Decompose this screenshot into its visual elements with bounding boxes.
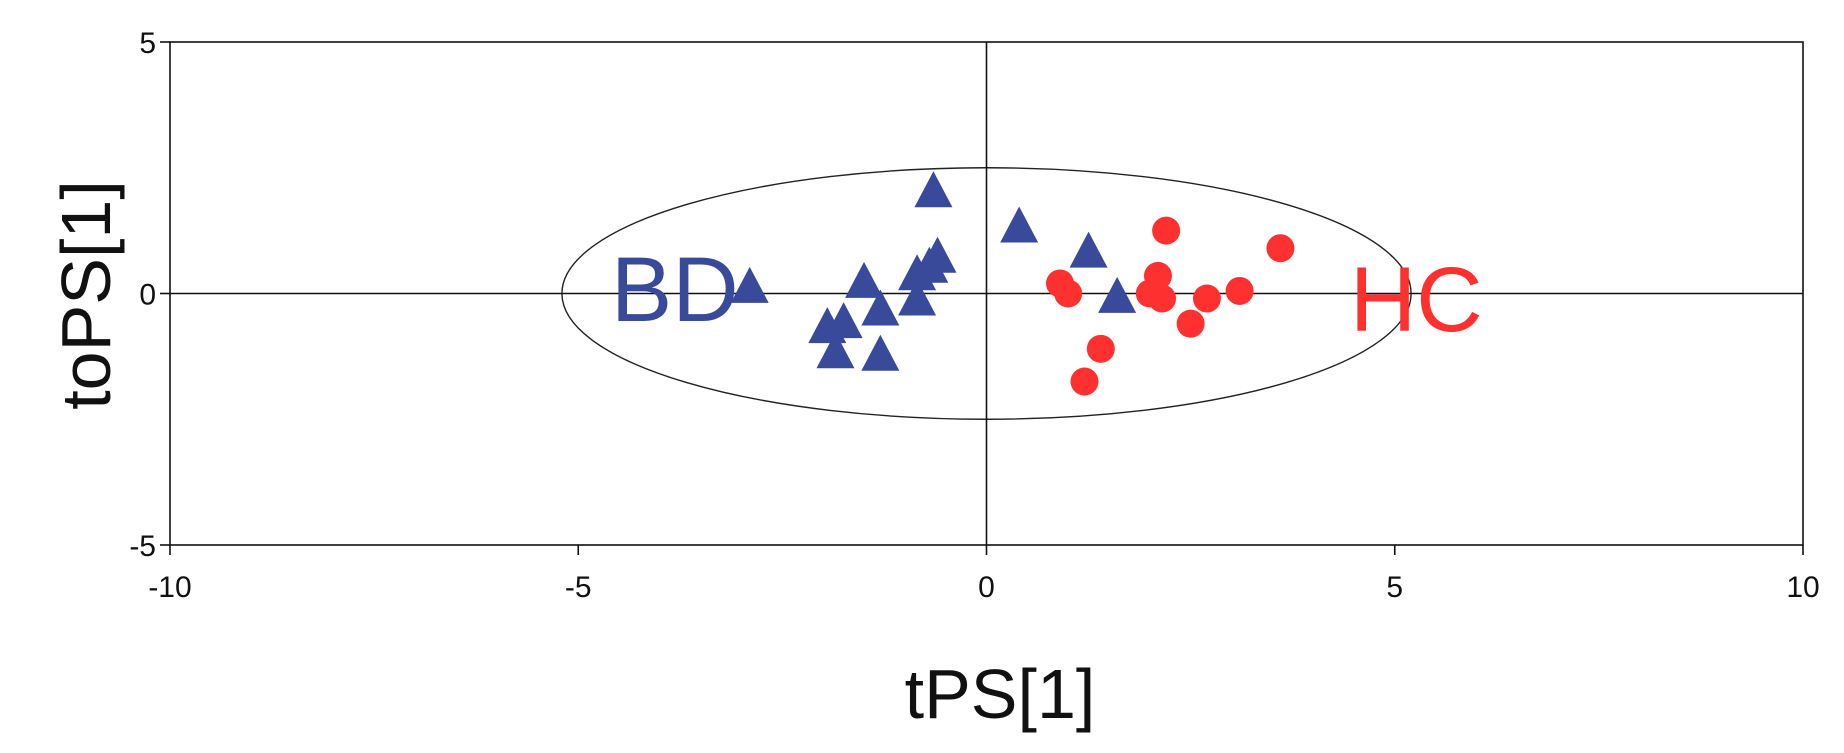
zero-lines [170, 42, 1803, 545]
x-tick-label: 0 [978, 571, 995, 604]
group-label-bd: BD [611, 239, 739, 341]
x-tick-label: 10 [1786, 571, 1819, 604]
x-tick-label: -5 [565, 571, 592, 604]
triangle-point [914, 171, 953, 208]
circle-point [1192, 284, 1221, 313]
y-tick-label: 0 [139, 279, 156, 312]
triangle-point [898, 279, 937, 316]
circle-point [1148, 284, 1177, 313]
triangle-point [816, 332, 855, 369]
circle-point [1143, 261, 1172, 290]
circle-point [1070, 367, 1099, 396]
x-tick-label: -10 [148, 571, 191, 604]
circle-point [1225, 276, 1254, 305]
y-tick-label: -5 [129, 530, 156, 563]
triangle-point [845, 261, 884, 298]
triangle-point [861, 334, 900, 371]
triangle-point [918, 236, 957, 273]
series-hc [1045, 216, 1295, 396]
circle-point [1086, 334, 1115, 363]
axis-ticks: -10 -5 0 5 10 -5 0 5 [129, 27, 1819, 604]
group-label-hc: HC [1350, 249, 1483, 351]
x-axis-title: tPS[1] [905, 655, 1096, 733]
group-labels: BD HC [611, 239, 1483, 351]
triangle-point [1069, 231, 1108, 268]
circle-point [1176, 309, 1205, 338]
triangle-point [861, 289, 900, 326]
circle-point [1266, 234, 1295, 263]
data-points [730, 171, 1295, 396]
series-bd [730, 171, 1137, 371]
x-tick-label: 5 [1386, 571, 1403, 604]
y-axis-title: toPS[1] [47, 180, 125, 410]
triangle-point [1098, 276, 1137, 313]
triangle-point [824, 302, 863, 339]
circle-point [1054, 279, 1083, 308]
y-tick-label: 5 [139, 27, 156, 60]
triangle-point [1000, 206, 1039, 243]
triangle-point [730, 266, 769, 303]
circle-point [1152, 216, 1181, 245]
